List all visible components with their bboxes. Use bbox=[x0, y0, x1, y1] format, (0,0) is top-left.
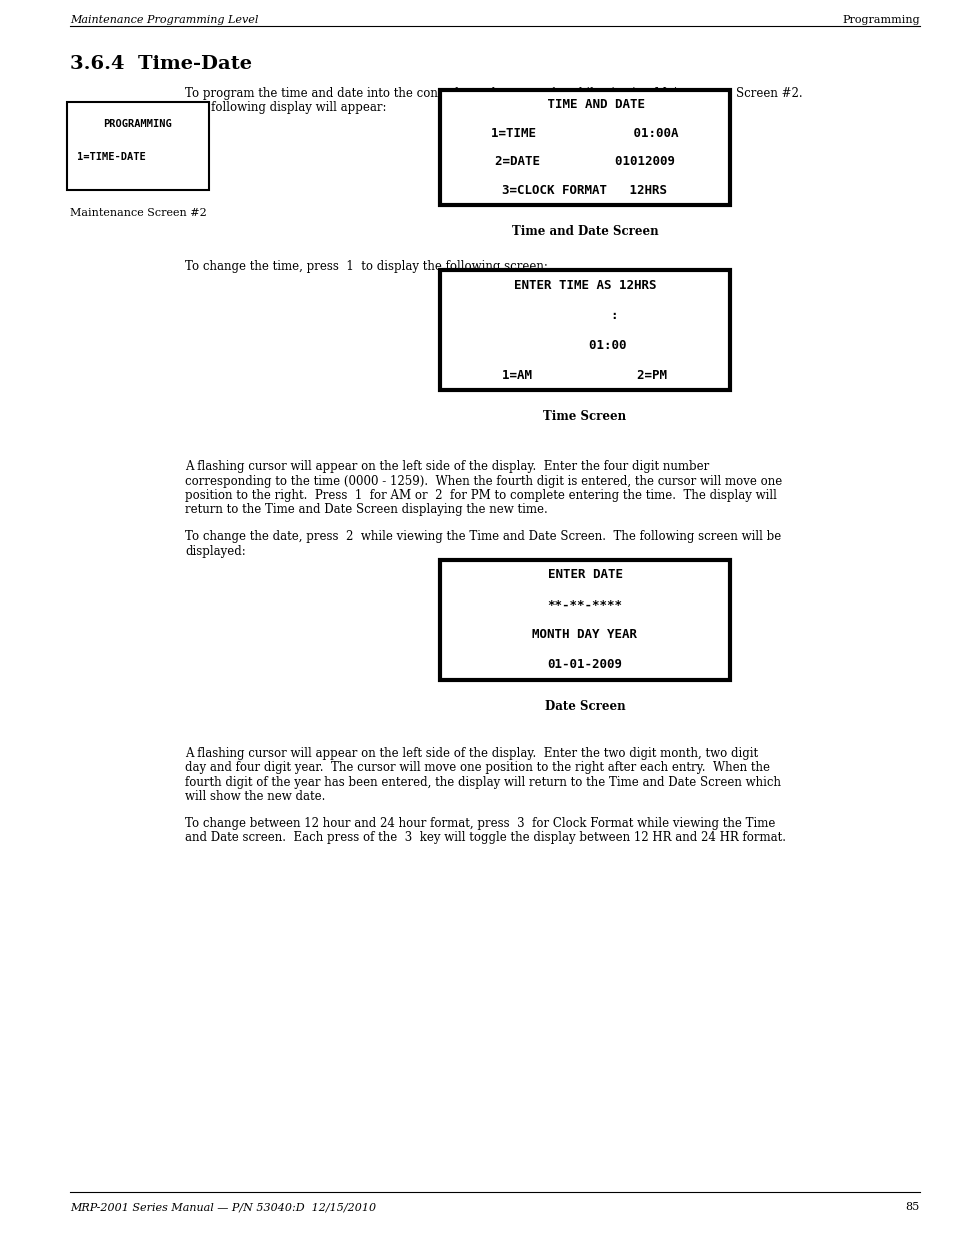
Text: day and four digit year.  The cursor will move one position to the right after e: day and four digit year. The cursor will… bbox=[185, 762, 769, 774]
Text: To change between 12 hour and 24 hour format, press  3  for Clock Format while v: To change between 12 hour and 24 hour fo… bbox=[185, 818, 775, 830]
Text: position to the right.  Press  1  for AM or  2  for PM to complete entering the : position to the right. Press 1 for AM or… bbox=[185, 489, 776, 501]
Bar bbox=[439, 559, 729, 680]
Text: To change the time, press  1  to display the following screen:: To change the time, press 1 to display t… bbox=[185, 261, 547, 273]
Text: ENTER TIME AS 12HRS: ENTER TIME AS 12HRS bbox=[514, 279, 656, 291]
Text: Time and Date Screen: Time and Date Screen bbox=[511, 225, 658, 238]
Text: 1=TIME-DATE: 1=TIME-DATE bbox=[77, 152, 146, 162]
Text: 01:00: 01:00 bbox=[543, 338, 625, 352]
Text: Time Screen: Time Screen bbox=[543, 410, 626, 424]
Text: return to the Time and Date Screen displaying the new time.: return to the Time and Date Screen displ… bbox=[185, 504, 547, 516]
Text: displayed:: displayed: bbox=[185, 545, 246, 557]
Text: To change the date, press  2  while viewing the Time and Date Screen.  The follo: To change the date, press 2 while viewin… bbox=[185, 530, 781, 543]
Text: and Date screen.  Each press of the  3  key will toggle the display between 12 H: and Date screen. Each press of the 3 key… bbox=[185, 831, 785, 845]
Text: TIME AND DATE: TIME AND DATE bbox=[524, 98, 644, 111]
Text: 3=CLOCK FORMAT   12HRS: 3=CLOCK FORMAT 12HRS bbox=[502, 184, 667, 198]
Text: 01-01-2009: 01-01-2009 bbox=[547, 658, 622, 672]
Text: 1=TIME             01:00A: 1=TIME 01:00A bbox=[491, 127, 678, 140]
Text: :: : bbox=[551, 309, 618, 321]
Text: 3.6.4  Time-Date: 3.6.4 Time-Date bbox=[70, 56, 252, 73]
Text: A flashing cursor will appear on the left side of the display.  Enter the four d: A flashing cursor will appear on the lef… bbox=[185, 459, 708, 473]
Bar bbox=[439, 90, 729, 205]
Text: MRP-2001 Series Manual — P/N 53040:D  12/15/2010: MRP-2001 Series Manual — P/N 53040:D 12/… bbox=[70, 1202, 375, 1212]
Text: 1=AM              2=PM: 1=AM 2=PM bbox=[502, 368, 667, 382]
Text: Maintenance Programming Level: Maintenance Programming Level bbox=[70, 15, 258, 25]
Text: Maintenance Screen #2: Maintenance Screen #2 bbox=[70, 207, 206, 219]
Text: corresponding to the time (0000 - 1259).  When the fourth digit is entered, the : corresponding to the time (0000 - 1259).… bbox=[185, 474, 781, 488]
Text: 2=DATE          01012009: 2=DATE 01012009 bbox=[495, 156, 675, 168]
Text: fourth digit of the year has been entered, the display will return to the Time a: fourth digit of the year has been entere… bbox=[185, 776, 781, 789]
Text: The following display will appear:: The following display will appear: bbox=[185, 101, 386, 115]
Text: Date Screen: Date Screen bbox=[544, 700, 624, 713]
Text: Programming: Programming bbox=[841, 15, 919, 25]
Text: A flashing cursor will appear on the left side of the display.  Enter the two di: A flashing cursor will appear on the lef… bbox=[185, 747, 758, 760]
Bar bbox=[439, 270, 729, 390]
Text: PROGRAMMING: PROGRAMMING bbox=[104, 119, 172, 128]
Text: To program the time and date into the control panel, press    1   while viewing : To program the time and date into the co… bbox=[185, 86, 801, 100]
Text: **-**-****: **-**-**** bbox=[547, 599, 622, 611]
Bar bbox=[67, 103, 209, 190]
Text: will show the new date.: will show the new date. bbox=[185, 790, 325, 804]
Text: 85: 85 bbox=[904, 1202, 919, 1212]
Text: ENTER DATE: ENTER DATE bbox=[547, 568, 622, 582]
Text: MONTH DAY YEAR: MONTH DAY YEAR bbox=[532, 629, 637, 641]
